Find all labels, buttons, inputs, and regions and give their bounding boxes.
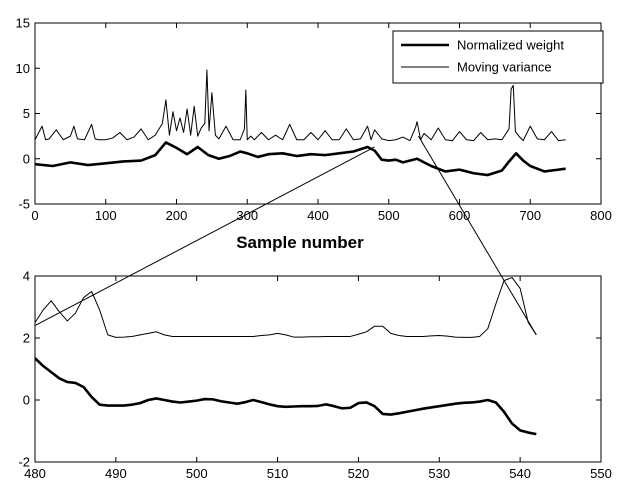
series-line-moving-variance: [35, 277, 537, 338]
series-line-moving-variance: [35, 69, 566, 142]
x-tick-label: 200: [166, 208, 188, 223]
series-line-normalized-weight: [35, 357, 537, 436]
axes-box: [34, 275, 602, 463]
y-tick-label: -5: [18, 197, 30, 212]
x-tick-label: 540: [509, 466, 531, 481]
x-tick-label: 550: [590, 466, 612, 481]
x-tick-label: 530: [428, 466, 450, 481]
x-tick-label: 490: [105, 466, 127, 481]
x-tick-label: 480: [24, 466, 46, 481]
zoom-connector-right: [418, 135, 537, 336]
y-tick-label: 0: [23, 393, 30, 408]
y-tick-label: 2: [23, 331, 30, 346]
legend-box: [392, 30, 604, 84]
full-range-chart: 0 100 200 300 400 500 600 700 800-5051015Sample …: [16, 16, 612, 253]
legend-entry: Normalized weight: [457, 38, 564, 53]
x-tick-label: 400: [307, 208, 329, 223]
x-tick-label: 300: [236, 208, 258, 223]
x-tick-label: 510: [267, 466, 289, 481]
x-tick-label: 100: [95, 208, 117, 223]
y-tick-label: 5: [23, 106, 30, 121]
x-tick-label: 800: [590, 208, 612, 223]
zoom-connector-lines: [34, 135, 537, 336]
x-tick-label: 0: [31, 208, 38, 223]
x-tick-label: 500: [186, 466, 208, 481]
y-tick-label: 15: [16, 16, 30, 31]
y-tick-label: 0: [23, 151, 30, 166]
legend: Normalized weight Moving variance: [392, 30, 604, 84]
x-tick-label: 500: [378, 208, 400, 223]
x-tick-label: 700: [519, 208, 541, 223]
legend-entry: Moving variance: [457, 60, 552, 75]
series-line-normalized-weight: [35, 141, 566, 177]
zoom-connector-left: [34, 146, 375, 327]
zoomed-chart: 480 490 500 510 520 530 540 550 -2 0 2 4: [18, 269, 611, 482]
x-tick-label: 520: [348, 466, 370, 481]
y-tick-label: -2: [18, 455, 30, 470]
x-tick-label: 600: [449, 208, 471, 223]
y-tick-label: 4: [23, 269, 30, 284]
y-tick-label: 10: [16, 61, 30, 76]
x-axis-label: Sample number: [236, 233, 364, 252]
plots-layer: 0 100 200 300 400 500 600 700 800-5051015Sample …: [16, 16, 612, 482]
